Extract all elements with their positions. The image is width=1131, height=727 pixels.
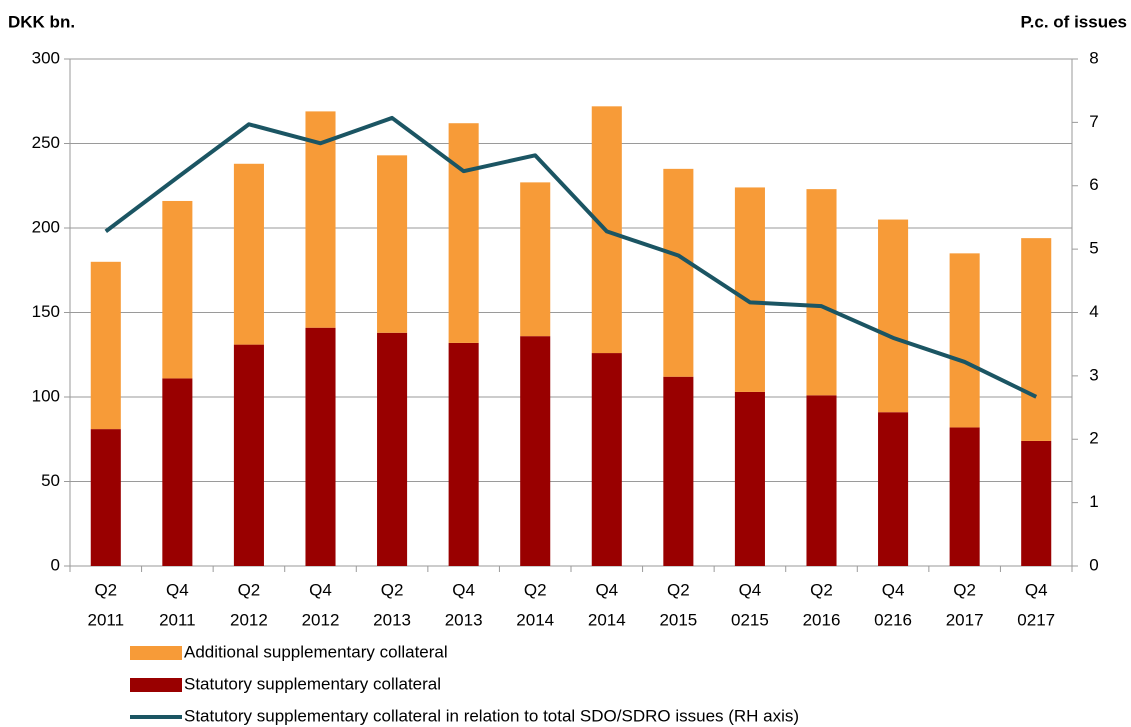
x-tick-label: 2011 [88,610,125,629]
y-tick-label: 150 [32,302,60,321]
x-tick-label: Q2 [381,580,404,599]
x-tick-label: Q2 [667,580,690,599]
bar [806,395,837,566]
y2-tick-label: 6 [1089,175,1098,194]
bar [591,353,622,566]
x-tick-label: 2016 [803,610,841,629]
bar [663,376,694,566]
bar [734,187,765,392]
bar [520,336,551,566]
x-tick-label: 2012 [230,610,268,629]
bar [806,189,837,396]
x-tick-label: Q2 [94,580,117,599]
legend-swatch [130,646,182,660]
x-tick-label: 2015 [659,610,697,629]
x-tick-label: 0216 [874,610,912,629]
x-tick-label: Q4 [166,580,189,599]
y2-tick-label: 4 [1089,302,1098,321]
bar [734,391,765,566]
x-tick-label: 2017 [946,610,984,629]
bar [949,253,980,428]
y2-tick-label: 7 [1089,112,1098,131]
bar [878,412,909,566]
bar [949,427,980,566]
legend-label: Additional supplementary collateral [184,642,448,661]
bar [878,219,909,413]
bar [377,332,408,566]
x-tick-label: 0217 [1017,610,1055,629]
bar [663,168,694,377]
line [104,115,1038,399]
bar [233,344,264,566]
y-axis-title: DKK bn. [8,12,75,31]
x-tick-label: 2013 [445,610,483,629]
bar [162,200,193,379]
bar [90,261,121,430]
x-tick-label: Q4 [309,580,332,599]
x-tick-label: 2013 [373,610,411,629]
bar [1021,238,1052,441]
x-tick-label: 2012 [302,610,340,629]
y2-tick-label: 8 [1089,48,1098,67]
bar [162,378,193,566]
bar [520,182,551,337]
y2-tick-label: 0 [1089,555,1098,574]
bar [377,155,408,333]
y-tick-label: 50 [41,471,60,490]
x-tick-label: 0215 [731,610,769,629]
legend-label: Statutory supplementary collateral in re… [184,706,799,725]
bar [305,111,336,328]
x-tick-label: 2014 [588,610,626,629]
y-tick-label: 0 [51,555,60,574]
x-tick-label: 2014 [516,610,554,629]
x-tick-label: Q4 [595,580,618,599]
bar [305,327,336,566]
y-tick-label: 250 [32,133,60,152]
x-tick-label: Q4 [1025,580,1048,599]
legend-swatch [130,678,182,692]
bar [448,342,479,566]
x-tick-label: Q2 [953,580,976,599]
x-tick-label: Q2 [810,580,833,599]
y2-tick-label: 5 [1089,239,1098,258]
x-tick-label: Q4 [452,580,475,599]
x-tick-label: 2011 [159,610,196,629]
y2-tick-label: 2 [1089,429,1098,448]
y2-tick-label: 3 [1089,365,1098,384]
x-tick-label: Q2 [238,580,261,599]
bar [1021,440,1052,566]
x-tick-label: Q2 [524,580,547,599]
y2-tick-label: 1 [1089,492,1098,511]
y-tick-label: 200 [32,217,60,236]
y2-axis-title: P.c. of issues [1021,12,1127,31]
legend-label: Statutory supplementary collateral [184,674,441,693]
y-tick-label: 300 [32,48,60,67]
bar [448,123,479,343]
bar [90,429,121,566]
x-tick-label: Q4 [882,580,905,599]
bar [233,163,264,345]
x-tick-label: Q4 [739,580,762,599]
y-tick-label: 100 [32,386,60,405]
